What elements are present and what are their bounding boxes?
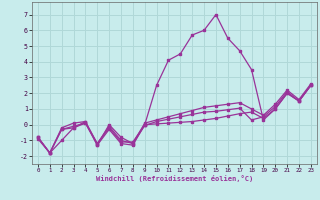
X-axis label: Windchill (Refroidissement éolien,°C): Windchill (Refroidissement éolien,°C) <box>96 175 253 182</box>
